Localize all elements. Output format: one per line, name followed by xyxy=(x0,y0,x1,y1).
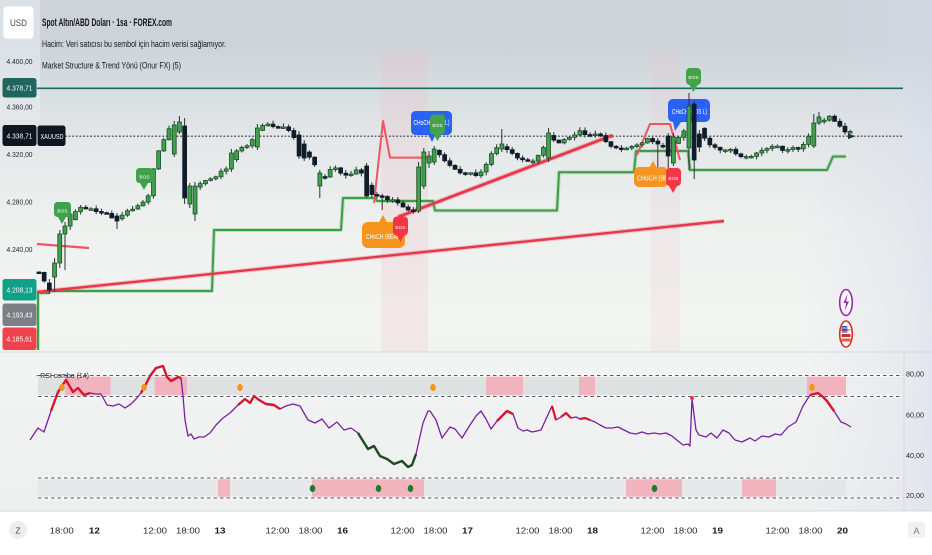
svg-text:18:00: 18:00 xyxy=(176,526,200,536)
svg-text:60,00: 60,00 xyxy=(906,410,924,419)
svg-text:BOS: BOS xyxy=(139,175,149,181)
svg-text:CHoCH (BEAR): CHoCH (BEAR) xyxy=(366,234,402,241)
svg-text:19: 19 xyxy=(712,526,723,536)
svg-text:18:00: 18:00 xyxy=(674,526,698,536)
svg-text:18:00: 18:00 xyxy=(549,526,573,536)
svg-text:4.400,00: 4.400,00 xyxy=(7,57,33,66)
svg-text:4.185,61: 4.185,61 xyxy=(7,335,33,344)
svg-text:4.378,71: 4.378,71 xyxy=(7,84,33,93)
svg-text:18:00: 18:00 xyxy=(799,526,823,536)
svg-text:- RSI combo (14): - RSI combo (14) xyxy=(36,371,89,380)
svg-text:4.338,71: 4.338,71 xyxy=(7,131,33,140)
svg-text:80,00: 80,00 xyxy=(906,369,924,378)
svg-text:Spot Altın/ABD Doları · 1sa ·: Spot Altın/ABD Doları · 1sa · FOREX.com xyxy=(42,17,172,29)
svg-text:17: 17 xyxy=(462,526,473,536)
svg-text:BOS: BOS xyxy=(57,209,67,215)
svg-text:13: 13 xyxy=(215,526,226,536)
svg-text:12: 12 xyxy=(89,526,100,536)
svg-text:12:00: 12:00 xyxy=(391,526,415,536)
svg-text:BOS: BOS xyxy=(432,123,442,129)
svg-text:4.360,00: 4.360,00 xyxy=(7,102,33,111)
svg-text:4.240,00: 4.240,00 xyxy=(7,245,33,254)
svg-text:BOS: BOS xyxy=(688,75,698,81)
svg-text:Z: Z xyxy=(15,526,20,536)
svg-text:12:00: 12:00 xyxy=(516,526,540,536)
svg-text:BOS: BOS xyxy=(395,225,405,231)
svg-text:XAUUSD: XAUUSD xyxy=(41,132,64,141)
svg-text:40,00: 40,00 xyxy=(906,451,924,460)
svg-text:16: 16 xyxy=(337,526,348,536)
svg-text:20: 20 xyxy=(837,526,848,536)
svg-text:18:00: 18:00 xyxy=(299,526,323,536)
svg-text:4.280,00: 4.280,00 xyxy=(7,197,33,206)
svg-text:18:00: 18:00 xyxy=(50,526,74,536)
svg-text:USD: USD xyxy=(10,18,27,28)
svg-text:12:00: 12:00 xyxy=(766,526,790,536)
svg-text:18: 18 xyxy=(587,526,598,536)
svg-text:12:00: 12:00 xyxy=(266,526,290,536)
svg-text:4.193,43: 4.193,43 xyxy=(7,311,33,320)
svg-text:20,00: 20,00 xyxy=(906,491,924,500)
svg-text:12:00: 12:00 xyxy=(641,526,665,536)
svg-text:BOS: BOS xyxy=(668,176,678,182)
svg-text:A: A xyxy=(913,526,919,536)
svg-text:CHoCH (BE: CHoCH (BE xyxy=(637,176,668,183)
svg-text:4.208,13: 4.208,13 xyxy=(7,286,33,295)
svg-text:18:00: 18:00 xyxy=(424,526,448,536)
svg-text:Market Structure & Trend Yönü: Market Structure & Trend Yönü (Onur FX) … xyxy=(42,61,181,71)
svg-text:12:00: 12:00 xyxy=(143,526,167,536)
svg-text:Hacim: Veri satıcısı bu sembol: Hacim: Veri satıcısı bu sembol için haci… xyxy=(42,39,226,49)
svg-text:4.320,00: 4.320,00 xyxy=(7,150,33,159)
